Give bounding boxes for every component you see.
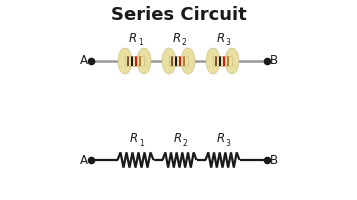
- Ellipse shape: [162, 48, 176, 74]
- Bar: [140, 56, 148, 66]
- Bar: [228, 56, 236, 66]
- Text: 1: 1: [138, 38, 142, 47]
- Bar: [169, 56, 188, 66]
- Ellipse shape: [225, 48, 239, 74]
- Text: Series Circuit: Series Circuit: [111, 6, 246, 24]
- Bar: [135, 56, 137, 66]
- Bar: [139, 56, 141, 66]
- Bar: [179, 56, 181, 66]
- Bar: [184, 56, 192, 66]
- Text: A: A: [80, 54, 87, 68]
- Bar: [165, 56, 173, 66]
- Text: A: A: [80, 154, 87, 166]
- Text: R: R: [129, 31, 137, 45]
- Bar: [215, 56, 217, 66]
- Bar: [125, 56, 144, 66]
- Bar: [121, 56, 129, 66]
- Ellipse shape: [118, 48, 132, 74]
- Text: 3: 3: [226, 38, 231, 47]
- Text: 3: 3: [226, 138, 231, 147]
- Ellipse shape: [181, 48, 195, 74]
- Text: R: R: [216, 132, 225, 146]
- Bar: [209, 56, 217, 66]
- Bar: [219, 56, 221, 66]
- Text: B: B: [270, 154, 277, 166]
- Text: R: R: [130, 132, 137, 146]
- Text: R: R: [216, 31, 225, 45]
- Bar: [125, 56, 144, 66]
- Text: R: R: [174, 132, 182, 146]
- Bar: [175, 56, 177, 66]
- Text: 1: 1: [139, 138, 144, 147]
- Text: B: B: [270, 54, 277, 68]
- Text: R: R: [172, 31, 181, 45]
- Ellipse shape: [137, 48, 151, 74]
- Bar: [223, 56, 225, 66]
- Bar: [213, 56, 232, 66]
- Bar: [127, 56, 129, 66]
- Bar: [131, 56, 134, 66]
- Text: 2: 2: [183, 138, 187, 147]
- Bar: [171, 56, 174, 66]
- Bar: [183, 56, 185, 66]
- Bar: [227, 56, 230, 66]
- Bar: [169, 56, 188, 66]
- Text: 2: 2: [182, 38, 186, 47]
- Ellipse shape: [206, 48, 220, 74]
- Bar: [213, 56, 232, 66]
